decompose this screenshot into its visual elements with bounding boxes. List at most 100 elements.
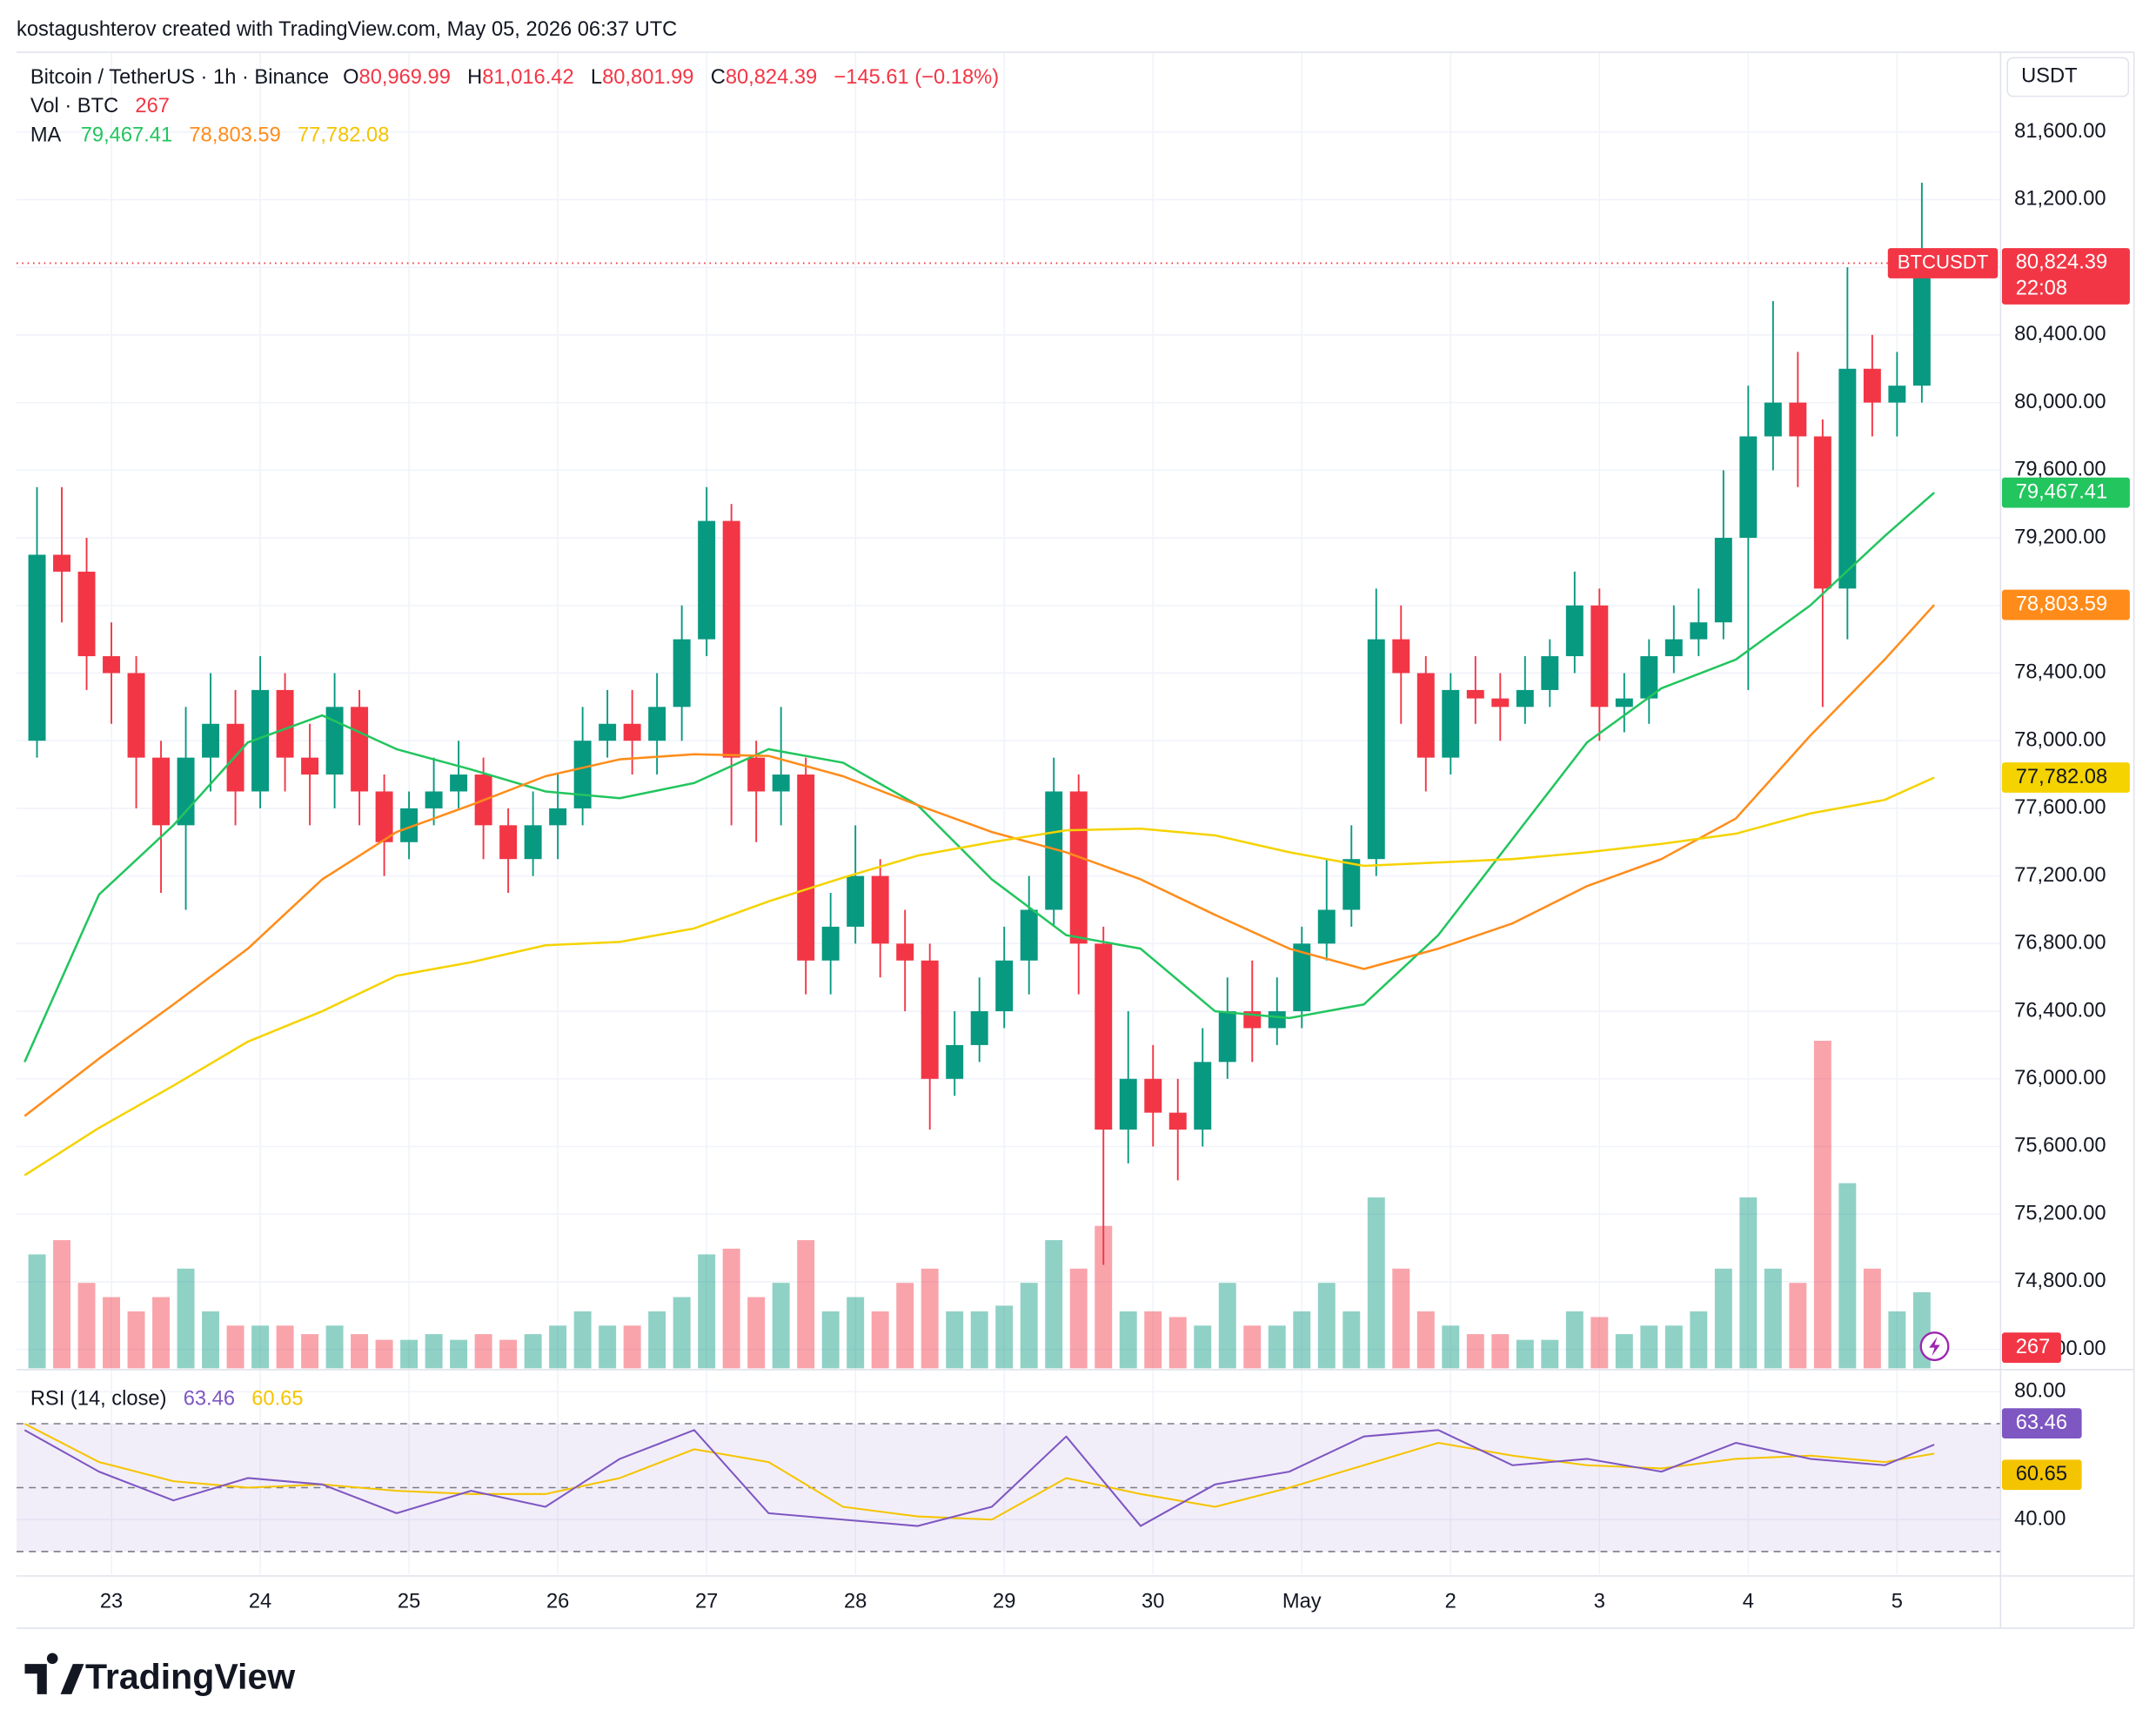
y-tick-label: 76,000.00	[2014, 1067, 2106, 1090]
x-tick-label: 30	[1142, 1590, 1164, 1613]
volume-bar	[28, 1254, 46, 1369]
y-tick-label: 77,600.00	[2014, 796, 2106, 819]
candle-body	[1367, 639, 1385, 860]
ma-value: 78,803.59	[189, 124, 280, 147]
axis-layer: 2324252627282930May234574,400.0074,800.0…	[100, 120, 2130, 1613]
candle-body	[1541, 656, 1559, 690]
volume-value: 267	[135, 96, 170, 118]
candle-body	[1119, 1078, 1137, 1130]
volume-bar	[772, 1283, 790, 1369]
moving-average	[23, 492, 1935, 1063]
candle-body	[573, 741, 592, 808]
volume-bar	[1317, 1283, 1336, 1369]
volume-badge-bg	[2001, 1332, 2061, 1364]
volume-bar	[1342, 1311, 1361, 1369]
y-tick-label: 78,400.00	[2014, 661, 2106, 684]
volume-bar	[1243, 1325, 1262, 1369]
candle-body	[1813, 436, 1831, 589]
candle-body	[1069, 791, 1088, 944]
candle-body	[1144, 1078, 1162, 1113]
candle-body	[995, 960, 1014, 1012]
volume-layer	[28, 1040, 1931, 1369]
y-tick-label: 76,800.00	[2014, 932, 2106, 955]
volume-bar	[1714, 1268, 1732, 1369]
volume-bar	[1144, 1311, 1162, 1369]
volume-bar	[301, 1334, 319, 1369]
rsi-badge: 63.46	[2016, 1411, 2067, 1434]
y-tick-label: 74,800.00	[2014, 1270, 2106, 1292]
rsi-ma-badge-bg	[2001, 1459, 2082, 1491]
candle-body	[400, 808, 418, 842]
y-tick-label: 80,000.00	[2014, 391, 2106, 413]
candle-body	[946, 1044, 964, 1079]
volume-bar	[747, 1297, 766, 1369]
candle-body	[152, 757, 171, 826]
x-tick-label: 26	[546, 1590, 569, 1613]
volume-bar	[177, 1268, 195, 1369]
y-tick-label: 77,200.00	[2014, 864, 2106, 887]
candle-body	[1491, 698, 1510, 707]
candle-body	[1342, 859, 1361, 910]
candle-body	[499, 825, 518, 860]
volume-bar	[1367, 1197, 1385, 1369]
candle-body	[276, 689, 294, 758]
volume-bar	[1690, 1311, 1708, 1369]
x-tick-label: 29	[993, 1590, 1015, 1613]
volume-bar	[970, 1311, 988, 1369]
ma-badge-bg	[2001, 477, 2130, 508]
candle-body	[524, 825, 542, 860]
lightning-icon[interactable]	[1919, 1331, 1950, 1362]
volume-bar	[1516, 1339, 1534, 1369]
countdown: 22:08	[2016, 278, 2067, 300]
candle-body	[797, 774, 815, 961]
volume-bar	[103, 1297, 121, 1369]
logo-text: TradingView	[85, 1656, 296, 1696]
x-tick-label: 2	[1445, 1590, 1456, 1613]
volume-bar	[797, 1240, 815, 1369]
ohlc-value: 80,824.39	[726, 66, 817, 89]
moving-average	[23, 776, 1935, 1177]
candle-body	[673, 639, 691, 707]
candle-body	[1392, 639, 1410, 674]
ma-value: 79,467.41	[81, 124, 172, 147]
rsi-ma-badge: 60.65	[2016, 1463, 2067, 1485]
candle-body	[896, 943, 914, 961]
candle-body	[1466, 689, 1484, 699]
y-tick-label: 81,200.00	[2014, 188, 2106, 211]
candle-body	[1442, 689, 1460, 758]
x-tick-label: 3	[1594, 1590, 1605, 1613]
grid-layer	[17, 52, 2001, 1575]
volume-bar	[1838, 1183, 1857, 1369]
volume-bar	[152, 1297, 171, 1369]
volume-bar	[871, 1311, 889, 1369]
legend-volume: Vol · BTC 267	[30, 96, 170, 118]
volume-bar	[1541, 1339, 1559, 1369]
legend-symbol: Bitcoin / TetherUS · 1h · Binance O80,96…	[30, 66, 999, 89]
currency[interactable]: USDT	[2021, 65, 2077, 88]
volume-bar	[77, 1283, 96, 1369]
legend-ma: MA 79,467.41 78,803.59 77,782.08	[30, 124, 390, 147]
candle-body	[1218, 1011, 1236, 1063]
volume-bar	[474, 1334, 492, 1369]
candle-body	[1714, 538, 1732, 623]
candle-body	[450, 774, 468, 792]
candle-body	[77, 571, 96, 657]
volume-bar	[623, 1325, 641, 1369]
y-tick-label: 78,000.00	[2014, 728, 2106, 751]
rsi-line	[23, 1429, 1935, 1527]
candle-body	[599, 723, 617, 741]
ohlc-value: 80,801.99	[602, 66, 693, 89]
volume-bar	[202, 1311, 220, 1369]
candle-body	[53, 554, 71, 572]
volume-bar	[1268, 1325, 1286, 1369]
logo-icon	[24, 1653, 84, 1694]
x-tick-label: 4	[1743, 1590, 1754, 1613]
price-layer	[17, 183, 2001, 1265]
ma-badge-bg	[2001, 589, 2130, 620]
rsi-layer	[17, 1423, 2001, 1552]
volume-bar	[1119, 1311, 1137, 1369]
icon-bolt[interactable]	[1929, 1337, 1940, 1357]
volume-bar	[946, 1311, 964, 1369]
y-tick-label: 76,400.00	[2014, 999, 2106, 1022]
currency-button[interactable]	[2006, 57, 2130, 97]
